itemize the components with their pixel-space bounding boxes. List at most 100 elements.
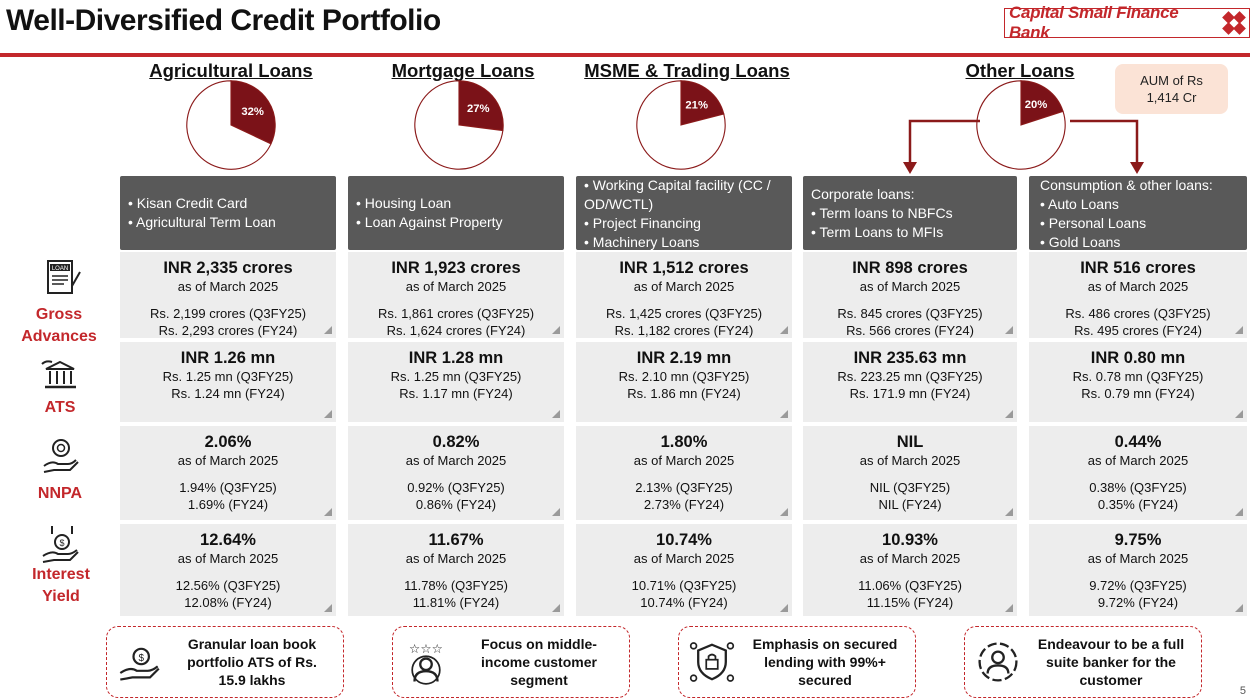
desc-line: • Agricultural Term Loan: [128, 214, 276, 230]
ats-fy-value: Rs. 1.17 mn (FY24): [399, 386, 513, 401]
ats-fy-value: Rs. 1.24 mn (FY24): [171, 386, 285, 401]
highlight-box-granular: $ Granular loan book portfolio ATS of Rs…: [106, 626, 344, 698]
ats-fy-value: Rs. 171.9 mn (FY24): [849, 386, 971, 401]
pie-slice-label: 20%: [1025, 99, 1048, 111]
split-arrows: [903, 119, 1144, 174]
yield-cell-msme: 10.74% as of March 2025 10.71% (Q3FY25) 10.…: [576, 524, 792, 616]
desc-line: • Loan Against Property: [356, 214, 503, 230]
ats-main-value: INR 1.26 mn: [180, 349, 276, 367]
highlight-line: income customer: [481, 654, 597, 670]
yield-cell-consumption: 9.75% as of March 2025 9.72% (Q3FY25) 9.72%…: [1029, 524, 1247, 616]
nnpa-q3-value: 0.92% (Q3FY25): [407, 480, 505, 495]
gross-fy-value: Rs. 2,293 crores (FY24): [158, 323, 298, 338]
aum-line-2: 1,414 Cr: [1146, 90, 1197, 105]
gross-asof-value: as of March 2025: [405, 279, 507, 294]
highlight-text: Granular loan book portfolio ATS of Rs. …: [171, 635, 333, 689]
row-label-gross: Gross Advances: [21, 306, 97, 345]
title-rule: [0, 53, 1250, 57]
svg-text:$: $: [138, 653, 144, 664]
bank-hand-icon: [41, 360, 76, 389]
desc-line: • Working Capital facility (CC /: [584, 177, 771, 193]
highlight-line: secured: [798, 672, 852, 688]
nnpa-asof-value: as of March 2025: [405, 453, 507, 468]
desc-line: Consumption & other loans:: [1040, 177, 1213, 193]
highlight-line: suite banker for the: [1046, 654, 1176, 670]
desc-box-corporate: Corporate loans: • Term loans to NBFCs •…: [803, 176, 1017, 250]
nnpa-fy-value: 0.35% (FY24): [1097, 497, 1179, 512]
yield-fy-value: 9.72% (FY24): [1097, 595, 1179, 610]
row-label-yield-2: Yield: [42, 588, 80, 605]
nnpa-q3-value: 0.38% (Q3FY25): [1089, 480, 1187, 495]
gross-asof-value: as of March 2025: [633, 279, 735, 294]
desc-box-msme: • Working Capital facility (CC / OD/WCTL…: [576, 176, 792, 250]
ats-cell-agri: INR 1.26 mn Rs. 1.25 mn (Q3FY25) Rs. 1.24 …: [120, 342, 336, 422]
segment-title-other: Other Loans: [965, 60, 1075, 81]
gross-cell-consumption: INR 516 crores as of March 2025 Rs. 486 cr…: [1029, 252, 1247, 338]
loan-document-icon: LOAN: [47, 260, 81, 294]
ats-q3-value: Rs. 1.25 mn (Q3FY25): [162, 369, 294, 384]
nnpa-main-value: 0.82%: [432, 433, 480, 451]
full-suite-icon: [978, 642, 1018, 682]
spacer: [348, 567, 564, 577]
nnpa-q3-value: 1.94% (Q3FY25): [179, 480, 277, 495]
yield-fy-value: 12.08% (FY24): [184, 595, 272, 610]
svg-text:☆☆☆: ☆☆☆: [409, 642, 443, 656]
gross-cell-mortgage: INR 1,923 crores as of March 2025 Rs. 1,86…: [348, 252, 564, 338]
gross-q3-value: Rs. 486 crores (Q3FY25): [1065, 306, 1211, 321]
nnpa-fy-value: 2.73% (FY24): [643, 497, 725, 512]
ats-fy-value: Rs. 1.86 mn (FY24): [627, 386, 741, 401]
ats-main-value: INR 2.19 mn: [636, 349, 732, 367]
yield-cell-mortgage: 11.67% as of March 2025 11.78% (Q3FY25) 11.…: [348, 524, 564, 616]
yield-asof-value: as of March 2025: [405, 551, 507, 566]
yield-q3-value: 10.71% (Q3FY25): [631, 578, 737, 593]
desc-box-consumption: Consumption & other loans: • Auto Loans …: [1029, 176, 1247, 250]
spacer: [576, 295, 792, 305]
spacer: [348, 295, 564, 305]
gross-main-value: INR 2,335 crores: [163, 259, 293, 277]
pie-slice-rest: [636, 80, 726, 170]
svg-text:LOAN: LOAN: [52, 266, 68, 272]
nnpa-fy-value: 1.69% (FY24): [187, 497, 269, 512]
gross-fy-value: Rs. 1,182 crores (FY24): [614, 323, 754, 338]
yield-fy-value: 10.74% (FY24): [640, 595, 728, 610]
highlight-line: 15.9 lakhs: [218, 672, 286, 688]
ats-fy-value: Rs. 0.79 mn (FY24): [1081, 386, 1195, 401]
ats-cell-mortgage: INR 1.28 mn Rs. 1.25 mn (Q3FY25) Rs. 1.17 …: [348, 342, 564, 422]
gross-main-value: INR 898 crores: [852, 259, 968, 277]
segment-title-mortgage: Mortgage Loans: [391, 60, 535, 81]
highlight-line: Granular loan book: [187, 636, 317, 652]
nnpa-fy-value: NIL (FY24): [878, 497, 942, 512]
ats-q3-value: Rs. 0.78 mn (Q3FY25): [1072, 369, 1204, 384]
yield-q3-value: 9.72% (Q3FY25): [1089, 578, 1187, 593]
desc-line: • Machinery Loans: [584, 234, 700, 250]
highlight-line: Endeavour to be a full: [1037, 636, 1185, 652]
pie-chart-msme: 21%: [636, 80, 726, 170]
nnpa-cell-msme: 1.80% as of March 2025 2.13% (Q3FY25) 2.73%…: [576, 426, 792, 520]
nnpa-q3-value: 2.13% (Q3FY25): [635, 480, 733, 495]
ats-q3-value: Rs. 223.25 mn (Q3FY25): [837, 369, 983, 384]
highlight-box-middle-income: ☆☆☆ Focus on middle- income customer seg…: [392, 626, 630, 698]
highlight-line: Focus on middle-: [481, 636, 597, 652]
highlight-line: segment: [510, 672, 568, 688]
gross-q3-value: Rs. 1,425 crores (Q3FY25): [605, 306, 763, 321]
row-label-yield: Interest Yield: [0, 564, 122, 608]
yield-main-value: 11.67%: [428, 531, 484, 549]
nnpa-asof-value: as of March 2025: [177, 453, 279, 468]
yield-main-value: 12.64%: [200, 531, 256, 549]
highlight-text: Endeavour to be a full suite banker for …: [1031, 635, 1191, 689]
pie-slice-share: [680, 80, 725, 126]
yield-main-value: 9.75%: [1114, 531, 1162, 549]
gross-asof-value: as of March 2025: [1087, 279, 1189, 294]
desc-line: • Auto Loans: [1040, 196, 1119, 212]
nnpa-main-value: 0.44%: [1114, 433, 1162, 451]
spacer: [576, 469, 792, 479]
yield-cell-agri: 12.64% as of March 2025 12.56% (Q3FY25) 12.…: [120, 524, 336, 616]
row-label-ats: ATS: [44, 399, 76, 416]
ats-cell-msme: INR 2.19 mn Rs. 2.10 mn (Q3FY25) Rs. 1.86 …: [576, 342, 792, 422]
spacer: [348, 469, 564, 479]
row-label-nnpa: NNPA: [37, 485, 83, 502]
yield-fy-value: 11.15% (FY24): [866, 595, 954, 610]
secure-lock-icon: [689, 642, 735, 682]
page-number: 5: [1239, 685, 1246, 697]
desc-box-agri: • Kisan Credit Card • Agricultural Term …: [120, 176, 336, 250]
